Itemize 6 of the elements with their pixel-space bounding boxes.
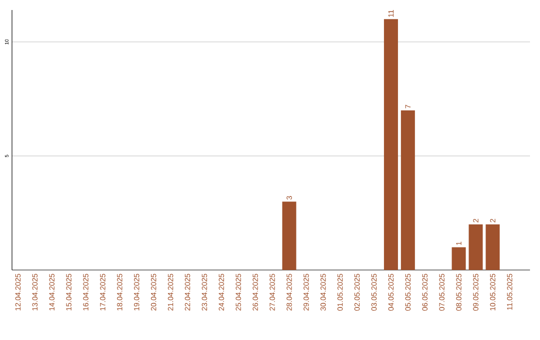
bar bbox=[486, 224, 500, 270]
bar bbox=[452, 247, 466, 270]
bar bbox=[400, 110, 415, 270]
bar bbox=[468, 224, 483, 270]
bar bbox=[282, 202, 296, 270]
bar bbox=[384, 19, 398, 270]
